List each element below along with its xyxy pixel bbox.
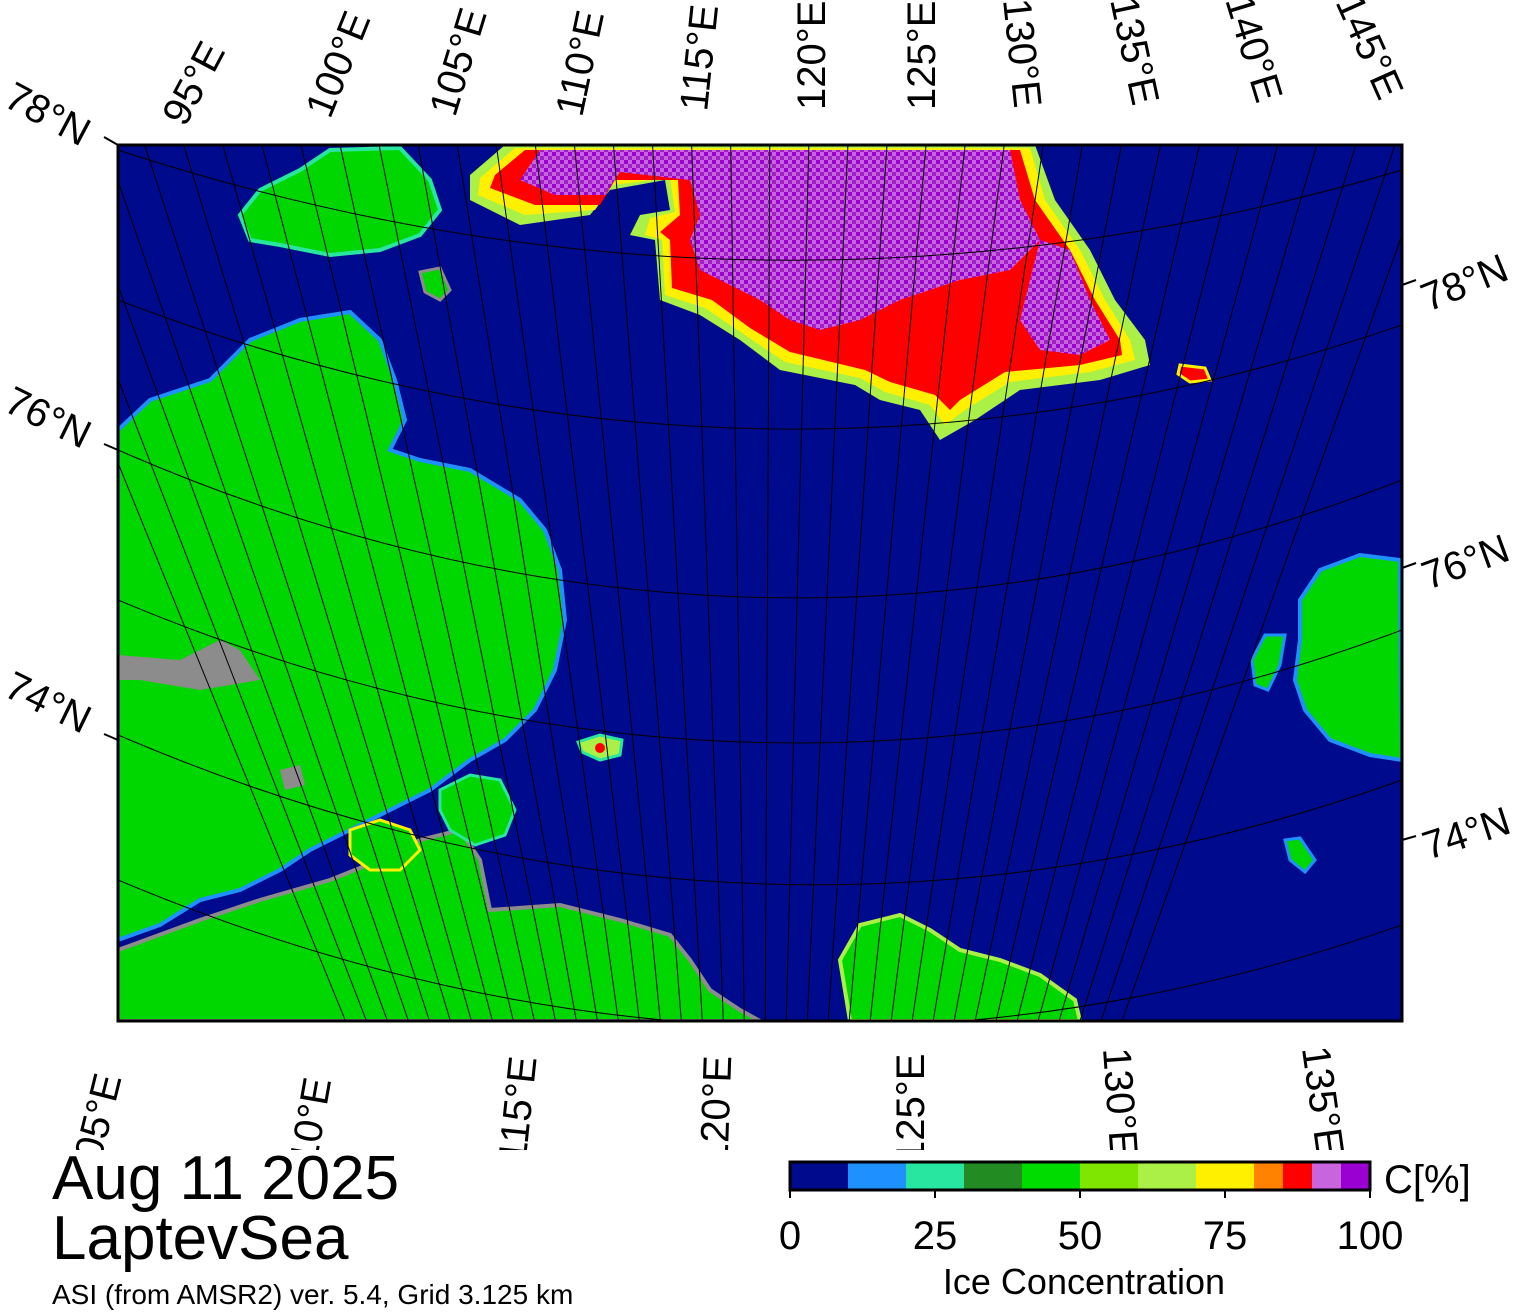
meridian-line xyxy=(1121,233,1402,1021)
top-longitude-labels: 95°E 100°E 105°E 110°E 115°E 120°E 125°E… xyxy=(154,0,1411,132)
colorbar-tick-label: 75 xyxy=(1202,1214,1248,1258)
meridian-line xyxy=(222,145,472,1021)
colorbar-bin xyxy=(1254,1162,1283,1190)
top-lon-label: 130°E xyxy=(994,0,1049,110)
meridian-line xyxy=(1037,145,1279,1021)
left-latitude-labels: 78°N 76°N 74°N xyxy=(0,74,98,742)
top-lon-label: 140°E xyxy=(1216,0,1290,107)
left-lat-label: 74°N xyxy=(0,664,98,743)
meridian-line xyxy=(1100,145,1396,1021)
meridian-line xyxy=(417,145,577,1021)
bottom-lon-label: 115°E xyxy=(491,1054,546,1150)
colorbar-bin xyxy=(1080,1162,1138,1190)
meridian-line xyxy=(534,145,640,1021)
meridian-line xyxy=(118,377,368,1021)
bottom-lon-label: 125°E xyxy=(889,1054,933,1150)
colorbar-bin xyxy=(964,1162,1022,1190)
colorbar-bin xyxy=(848,1162,906,1190)
colorbar-bin xyxy=(1283,1162,1312,1190)
land-new-siberian-islands xyxy=(1250,552,1402,875)
meridian-line xyxy=(1016,145,1240,1021)
meridian-line xyxy=(932,145,1083,1021)
right-lat-label: 78°N xyxy=(1415,246,1514,320)
meridian-line xyxy=(848,145,927,1021)
meridian-lines xyxy=(118,145,1402,1021)
colorbar-bin xyxy=(790,1162,848,1190)
left-lat-label: 78°N xyxy=(0,74,97,155)
bottom-lon-label: 110°E xyxy=(278,1074,340,1150)
meridian-line xyxy=(573,145,661,1021)
meridian-line xyxy=(806,145,849,1021)
top-lon-label: 105°E xyxy=(422,3,496,121)
top-lon-label: 95°E xyxy=(154,35,234,133)
colorbar-unit: C[%] xyxy=(1384,1158,1471,1202)
meridian-line xyxy=(378,145,556,1021)
land-taymyr xyxy=(118,309,568,943)
map-frame xyxy=(116,143,1404,1023)
meridian-line xyxy=(995,145,1201,1021)
meridian-line xyxy=(911,145,1044,1021)
colorbar-bin xyxy=(1341,1162,1370,1190)
map-area xyxy=(118,145,1402,1021)
tick-marks xyxy=(103,136,1417,841)
colorbar-tick-label: 25 xyxy=(912,1214,958,1258)
meridian-line xyxy=(118,461,347,1021)
top-lon-label: 110°E xyxy=(548,7,613,120)
colorbar-ticks xyxy=(789,1190,1371,1198)
meridian-line xyxy=(339,145,535,1021)
colorbar-tick-label: 50 xyxy=(1057,1214,1103,1258)
bottom-longitude-labels: 105°E 110°E 115°E 120°E 125°E 130°E 135°… xyxy=(61,1043,1351,1150)
meridian-line xyxy=(300,145,514,1021)
bottom-lon-label: 130°E xyxy=(1094,1046,1146,1150)
bottom-lon-label: 105°E xyxy=(61,1069,130,1150)
meridian-line xyxy=(974,145,1161,1021)
meridian-line xyxy=(764,145,771,1021)
product-label: ASI (from AMSR2) ver. 5.4, Grid 3.125 km xyxy=(52,1279,574,1310)
meridian-line xyxy=(118,284,389,1021)
colorbar-tick-label: 100 xyxy=(1336,1214,1404,1258)
meridian-line xyxy=(785,145,810,1021)
top-lon-label: 135°E xyxy=(1101,0,1167,109)
meridian-line xyxy=(183,145,451,1021)
meridian-line xyxy=(869,145,966,1021)
top-lon-label: 145°E xyxy=(1327,0,1412,106)
sea-ice-pack xyxy=(470,145,1213,440)
meridian-line xyxy=(118,179,410,1021)
meridian-line xyxy=(612,145,682,1021)
meridian-line xyxy=(691,145,724,1021)
meridian-line xyxy=(890,145,1005,1021)
colorbar-bin xyxy=(1022,1162,1080,1190)
top-lon-label: 115°E xyxy=(672,2,727,112)
colorbar-bin xyxy=(906,1162,964,1190)
right-lat-label: 76°N xyxy=(1416,527,1515,599)
colorbar-bin xyxy=(1196,1162,1254,1190)
date-label: Aug 11 2025 xyxy=(52,1144,400,1213)
meridian-line xyxy=(953,145,1122,1021)
bottom-lon-label: 120°E xyxy=(692,1055,740,1150)
top-lon-label: 120°E xyxy=(790,1,834,110)
meridian-line xyxy=(261,145,493,1021)
top-lon-label: 100°E xyxy=(298,5,380,123)
meridian-line xyxy=(1079,145,1357,1021)
meridian-line xyxy=(1058,145,1318,1021)
top-lon-label: 125°E xyxy=(900,1,944,110)
left-lat-label: 76°N xyxy=(0,379,98,458)
meridian-line xyxy=(652,145,703,1021)
meridian-line xyxy=(827,145,888,1021)
meridian-line xyxy=(495,145,619,1021)
meridian-line xyxy=(144,145,430,1021)
region-label: LaptevSea xyxy=(52,1204,349,1273)
colorbar-bin xyxy=(1138,1162,1196,1190)
right-latitude-labels: 78°N 76°N 74°N xyxy=(1415,246,1516,868)
meridian-line xyxy=(730,145,745,1021)
colorbar-tick-label: 0 xyxy=(778,1214,802,1258)
colorbar-bins xyxy=(790,1162,1370,1190)
colorbar-title: Ice Concentration xyxy=(942,1261,1226,1302)
right-lat-label: 74°N xyxy=(1417,799,1516,868)
colorbar xyxy=(788,1160,1372,1198)
bottom-lon-label: 135°E xyxy=(1293,1043,1352,1150)
meridian-line xyxy=(456,145,598,1021)
colorbar-bin xyxy=(1312,1162,1341,1190)
